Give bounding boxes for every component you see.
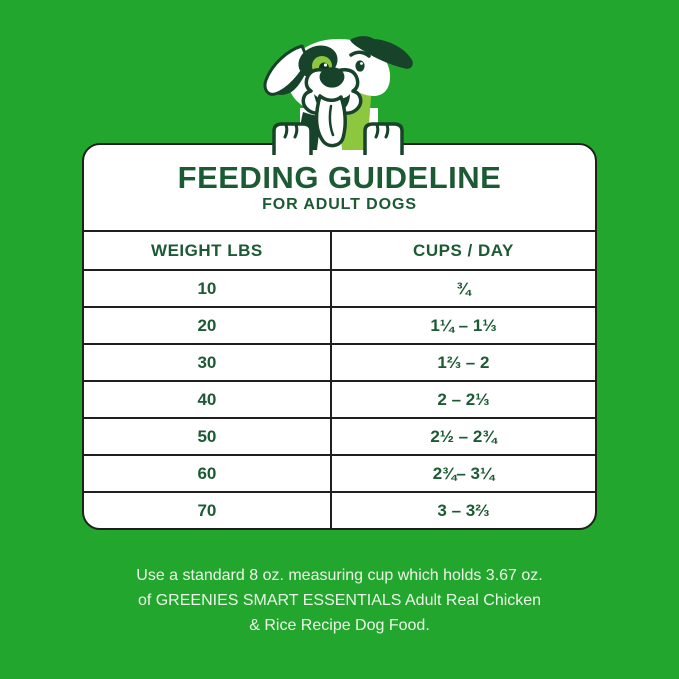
cups-cell: ¾ [456, 278, 471, 298]
dog-right-paw [365, 124, 402, 155]
weight-cell: 50 [84, 419, 332, 454]
column-header-weight: WEIGHT LBS [84, 232, 332, 269]
table-header-row: WEIGHT LBS CUPS / DAY [84, 232, 595, 271]
dog-nose [319, 67, 345, 88]
dog-right-ear [350, 36, 413, 69]
dog-left-ear [263, 44, 310, 96]
cups-cell: 2½ – 2¾ [430, 426, 497, 446]
dog-right-eyebrow [349, 50, 371, 58]
table-row: 40 2 – 2⅓ [84, 382, 595, 419]
cups-cell: 2 – 2⅓ [437, 389, 490, 409]
weight-cell: 60 [84, 456, 332, 491]
weight-cell: 20 [84, 308, 332, 343]
cups-cell: 3 – 3⅔ [437, 500, 490, 520]
cups-cell: 1⅔ – 2 [437, 352, 490, 372]
footer-line: Use a standard 8 oz. measuring cup which… [136, 567, 543, 584]
cups-cell: 2¾– 3¼ [432, 463, 495, 483]
dog-right-eye [355, 60, 365, 72]
table-row: 30 1⅔ – 2 [84, 345, 595, 382]
weight-cell: 10 [84, 271, 332, 306]
page-subtitle: FOR ADULT DOGS [262, 196, 417, 213]
table-row: 50 2½ – 2¾ [84, 419, 595, 456]
feeding-guideline-card: FEEDING GUIDELINE FOR ADULT DOGS WEIGHT … [82, 143, 597, 530]
page-title: FEEDING GUIDELINE [177, 160, 502, 195]
feeding-table: WEIGHT LBS CUPS / DAY 10 ¾ 20 1¼ – 1⅓ 30… [84, 232, 595, 528]
footer-note: Use a standard 8 oz. measuring cup which… [0, 563, 679, 638]
column-header-cups: CUPS / DAY [413, 240, 514, 260]
weight-cell: 30 [84, 345, 332, 380]
dog-left-paw [274, 124, 311, 155]
weight-cell: 40 [84, 382, 332, 417]
card-title-block: FEEDING GUIDELINE FOR ADULT DOGS [84, 145, 595, 232]
footer-line: of GREENIES SMART ESSENTIALS Adult Real … [137, 592, 542, 609]
cups-cell: 1¼ – 1⅓ [430, 315, 497, 335]
table-row: 70 3 – 3⅔ [84, 493, 595, 528]
table-row: 10 ¾ [84, 271, 595, 308]
table-row: 60 2¾– 3¼ [84, 456, 595, 493]
dog-mascot-icon [263, 36, 413, 155]
table-row: 20 1¼ – 1⅓ [84, 308, 595, 345]
footer-line: & Rice Recipe Dog Food. [249, 617, 430, 634]
weight-cell: 70 [84, 493, 332, 528]
